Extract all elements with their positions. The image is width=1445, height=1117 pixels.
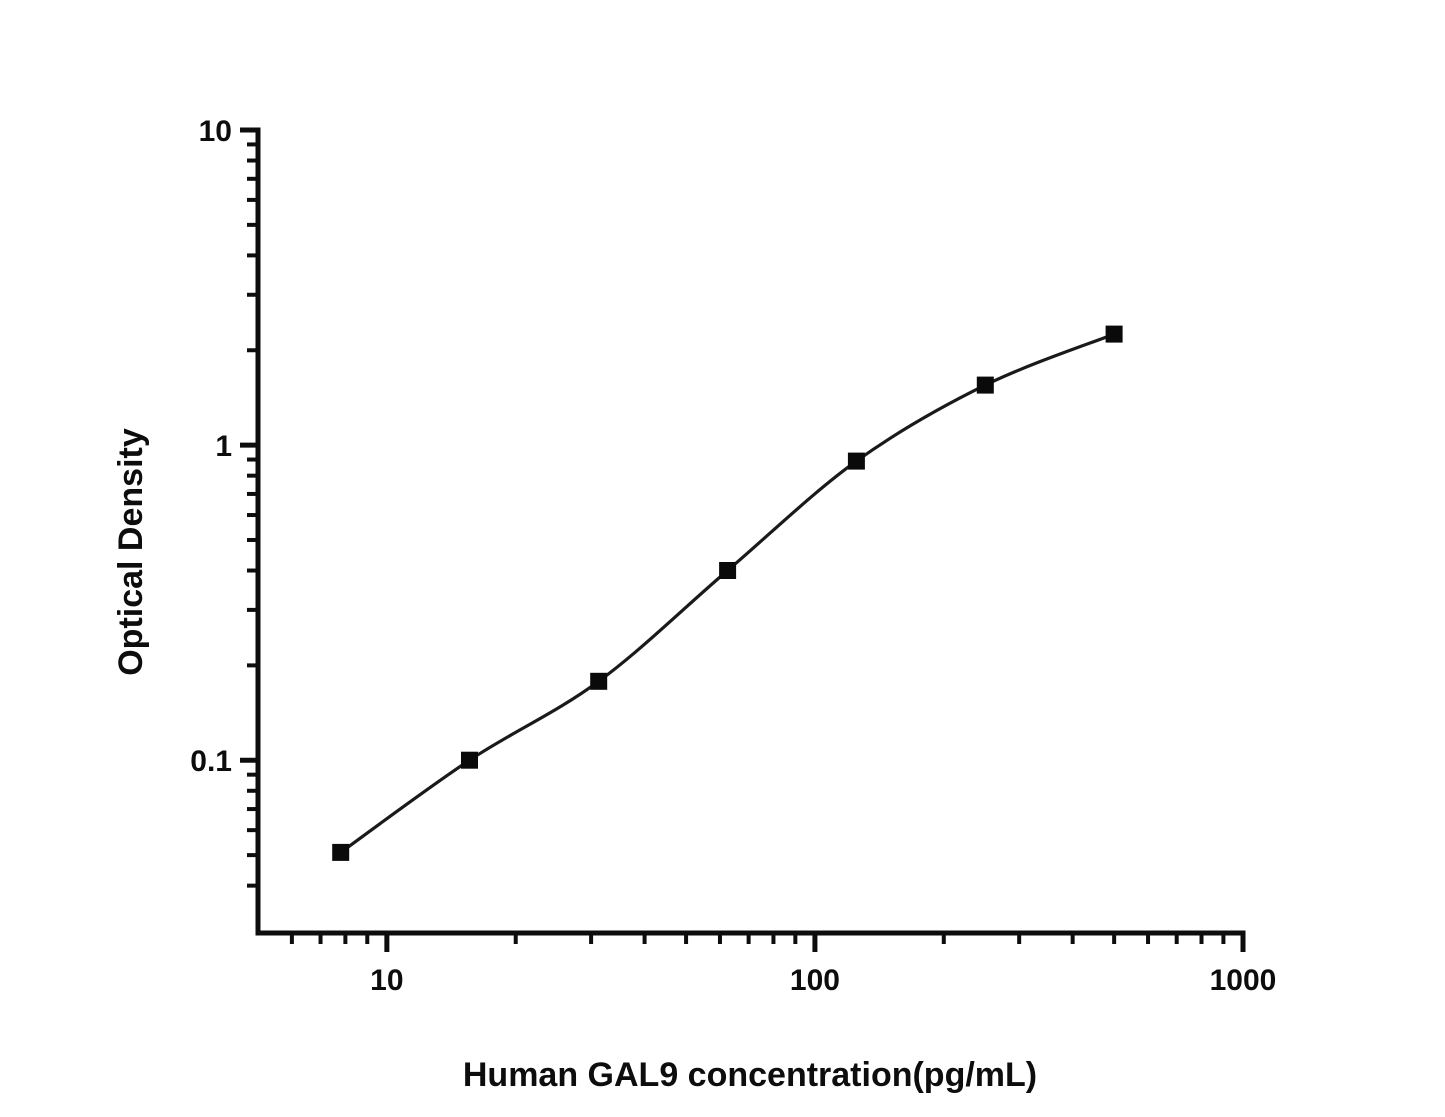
fit-curve	[339, 332, 1115, 854]
axis-spines	[255, 127, 1246, 936]
plot-area: 10 100 1000 0.1 1 10	[190, 115, 1276, 997]
x-tick-label: 10	[370, 964, 403, 997]
y-tick-label: 10	[199, 115, 232, 148]
x-axis-title: Human GAL9 concentration(pg/mL)	[463, 1056, 1037, 1094]
x-tick-label: 1000	[1210, 964, 1277, 997]
y-axis-title: Optical Density	[112, 428, 150, 676]
data-point	[332, 843, 350, 861]
data-point	[976, 376, 994, 394]
data-point	[1105, 325, 1123, 343]
data-point	[719, 562, 737, 579]
data-point	[590, 672, 608, 690]
data-point	[461, 751, 478, 769]
data-point	[847, 452, 865, 470]
x-tick-label: 100	[790, 964, 840, 997]
y-tick-label: 0.1	[190, 745, 232, 778]
y-tick-label: 1	[215, 430, 232, 463]
